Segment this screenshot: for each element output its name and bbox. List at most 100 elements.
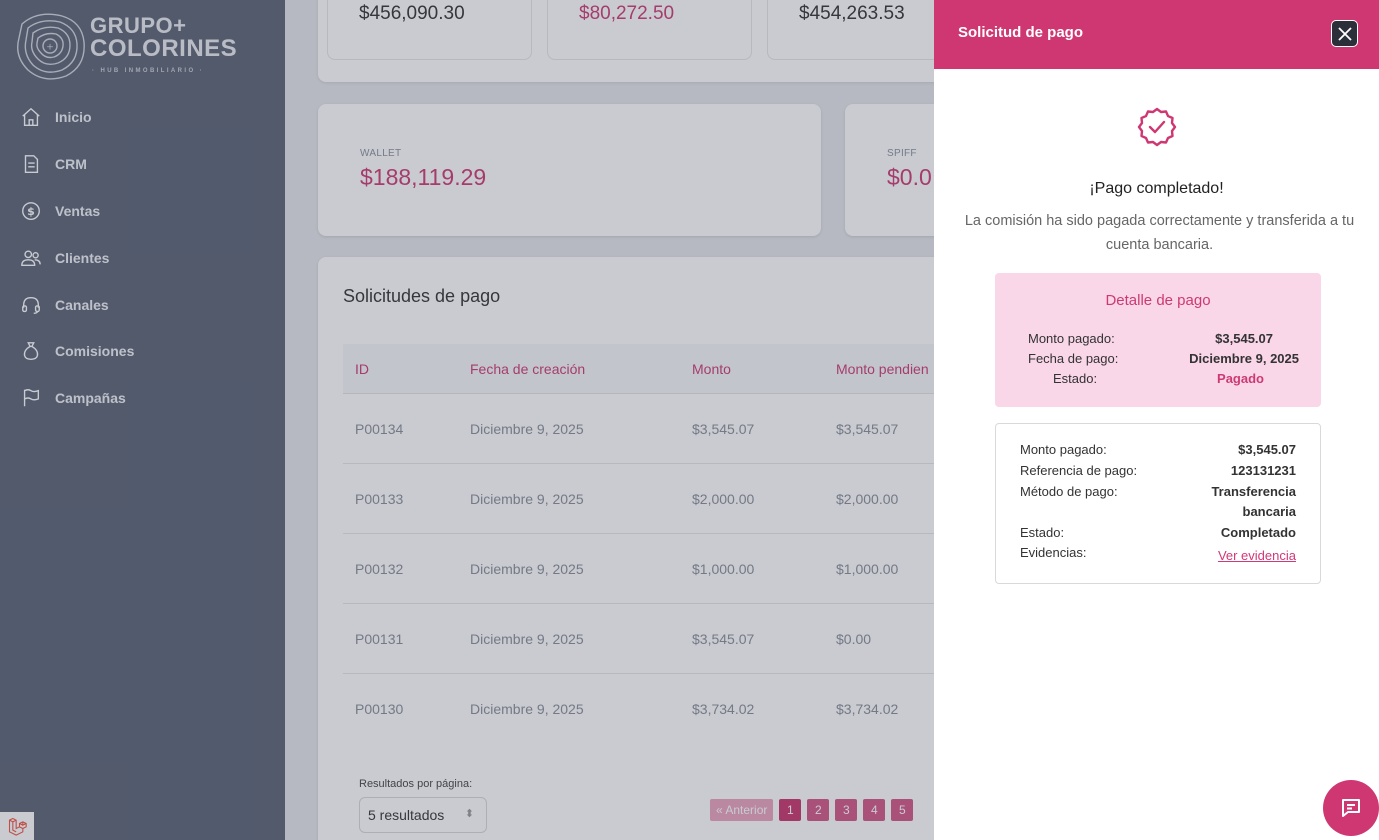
users-icon [21, 250, 41, 266]
close-button[interactable] [1331, 20, 1358, 47]
wallet-card: WALLET $188,119.29 [318, 104, 821, 236]
sidebar-item-label: Inicio [55, 109, 92, 126]
chat-button[interactable] [1323, 780, 1379, 836]
stat-card-1: $456,090.30 [327, 0, 532, 60]
table-header: ID Fecha de creación Monto Monto pendien [343, 344, 934, 394]
per-page-select[interactable]: 5 resultados ⬍ [359, 797, 487, 833]
sidebar-item-campanas[interactable]: Campañas [0, 375, 285, 422]
pagination-page-2[interactable]: 2 [807, 799, 830, 821]
spiff-value: $0.0 [887, 164, 932, 190]
stat-card-3: $454,263.53 [767, 0, 934, 60]
info-value-method-line2: bancaria [1242, 504, 1296, 519]
detail-value-date: Diciembre 9, 2025 [1189, 351, 1299, 366]
table-row[interactable]: P00133 Diciembre 9, 2025 $2,000.00 $2,00… [343, 464, 934, 534]
cell-date: Diciembre 9, 2025 [470, 701, 584, 717]
framework-badge[interactable] [0, 812, 34, 840]
cell-date: Diciembre 9, 2025 [470, 561, 584, 577]
cell-id: P00132 [355, 561, 404, 577]
cell-pending: $1,000.00 [836, 561, 899, 577]
chevron-updown-icon: ⬍ [464, 808, 474, 820]
brand-line-2: COLORINES [90, 35, 238, 62]
dollar-icon: $ [22, 202, 40, 220]
view-evidence-link[interactable]: Ver evidencia [1217, 548, 1296, 563]
modal-backdrop[interactable] [0, 0, 934, 840]
sidebar: + GRUPO+ COLORINES · HUB INMOBILIARIO · … [0, 0, 285, 840]
success-message: La comisión ha sido pagada correctamente… [964, 213, 1355, 253]
pagination-page-5[interactable]: 5 [891, 799, 914, 821]
svg-text:$: $ [27, 205, 35, 218]
pagination-page-3[interactable]: 3 [835, 799, 858, 821]
sidebar-item-label: Canales [55, 296, 109, 313]
column-header-id[interactable]: ID [355, 361, 369, 377]
stats-card: $456,090.30 $80,272.50 $454,263.53 [318, 0, 934, 82]
sidebar-item-crm[interactable]: CRM [0, 141, 285, 188]
cell-id: P00131 [355, 631, 404, 647]
pagination-prev-button[interactable]: « Anterior [710, 799, 774, 821]
cell-date: Diciembre 9, 2025 [470, 631, 584, 647]
svg-text:+: + [46, 43, 54, 53]
column-header-amount[interactable]: Monto [692, 361, 731, 377]
info-label-method: Método de pago: [1020, 484, 1118, 499]
detail-label-status: Estado: [1053, 371, 1098, 386]
table-row[interactable]: P00130 Diciembre 9, 2025 $3,734.02 $3,73… [343, 674, 934, 744]
pagination-page-1[interactable]: 1 [779, 799, 802, 821]
info-value-amount: $3,545.07 [1238, 442, 1296, 457]
logo[interactable]: + GRUPO+ COLORINES · HUB INMOBILIARIO · [16, 10, 238, 82]
sidebar-item-label: Ventas [55, 202, 101, 219]
sidebar-item-inicio[interactable]: Inicio [0, 94, 285, 141]
sidebar-item-label: Clientes [55, 249, 110, 266]
cell-amount: $2,000.00 [692, 491, 755, 507]
info-label-evidence: Evidencias: [1020, 545, 1087, 560]
table-row[interactable]: P00131 Diciembre 9, 2025 $3,545.07 $0.00 [343, 604, 934, 674]
sidebar-item-label: Campañas [55, 390, 126, 407]
cell-date: Diciembre 9, 2025 [470, 491, 584, 507]
logo-mark-icon: + [16, 13, 85, 80]
per-page-value: 5 resultados [368, 807, 445, 823]
headset-icon [22, 296, 40, 314]
success-title: ¡Pago completado! [1089, 180, 1224, 197]
cell-pending: $3,734.02 [836, 701, 899, 717]
sidebar-item-clientes[interactable]: Clientes [0, 234, 285, 281]
cell-amount: $3,545.07 [692, 631, 755, 647]
pagination-page-4[interactable]: 4 [863, 799, 886, 821]
payment-requests-card: Solicitudes de pago ID Fecha de creación… [318, 257, 934, 840]
payment-detail-box: Detalle de pago Monto pagado: $3,545.07 … [995, 273, 1321, 407]
panel-title: Solicitud de pago [958, 24, 1084, 41]
sidebar-item-label: CRM [55, 156, 87, 173]
table-row[interactable]: P00132 Diciembre 9, 2025 $1,000.00 $1,00… [343, 534, 934, 604]
sidebar-item-ventas[interactable]: $ Ventas [0, 188, 285, 235]
table-title: Solicitudes de pago [343, 286, 501, 306]
cell-date: Diciembre 9, 2025 [470, 421, 584, 437]
brand-line-1: GRUPO+ [90, 13, 187, 38]
flag-icon [23, 389, 40, 407]
cell-amount: $3,734.02 [692, 701, 755, 717]
detail-label-date: Fecha de pago: [1028, 351, 1119, 366]
spiff-card: SPIFF $0.0 [845, 104, 934, 236]
stat-value: $456,090.30 [359, 3, 465, 24]
column-header-pending[interactable]: Monto pendien [836, 361, 929, 377]
spiff-label: SPIFF [887, 148, 917, 159]
brand-name: GRUPO+ COLORINES [90, 13, 238, 62]
main-content: $456,090.30 $80,272.50 $454,263.53 WALLE… [285, 0, 934, 840]
pagination: « Anterior 1 2 3 4 5 [710, 799, 919, 821]
table-row[interactable]: P00134 Diciembre 9, 2025 $3,545.07 $3,54… [343, 394, 934, 464]
info-label-status: Estado: [1020, 525, 1065, 540]
main-nav: Inicio CRM $ Ventas Clientes Canales Com… [0, 94, 285, 422]
stat-card-2: $80,272.50 [547, 0, 752, 60]
info-label-reference: Referencia de pago: [1020, 463, 1138, 478]
column-header-date[interactable]: Fecha de creación [470, 361, 586, 377]
sidebar-item-comisiones[interactable]: Comisiones [0, 328, 285, 375]
info-label-amount: Monto pagado: [1020, 442, 1107, 457]
payment-request-panel: Solicitud de pago ¡Pago completado! La c… [934, 0, 1379, 840]
detail-value-amount: $3,545.07 [1215, 331, 1273, 346]
sidebar-item-label: Comisiones [55, 343, 135, 360]
close-icon [1337, 26, 1352, 41]
sidebar-item-canales[interactable]: Canales [0, 281, 285, 328]
cell-pending: $0.00 [836, 631, 872, 647]
badge-check-icon [1137, 107, 1177, 147]
detail-value-status: Pagado [1217, 371, 1264, 386]
cell-amount: $1,000.00 [692, 561, 755, 577]
cell-id: P00130 [355, 701, 404, 717]
wallet-label: WALLET [360, 148, 402, 159]
chat-icon [1342, 799, 1360, 817]
